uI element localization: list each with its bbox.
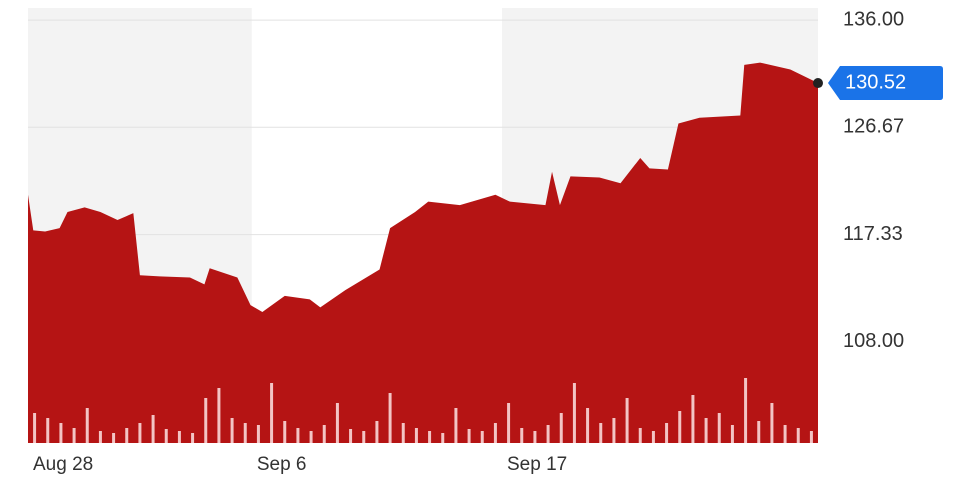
volume-bar: [322, 425, 326, 443]
volume-bar: [125, 428, 129, 443]
volume-bar: [770, 403, 774, 443]
volume-bar: [138, 423, 142, 443]
volume-bar: [230, 418, 234, 443]
volume-bar: [112, 433, 116, 443]
volume-bar: [85, 408, 89, 443]
volume-bar: [730, 425, 734, 443]
volume-bar: [651, 431, 655, 443]
volume-bar: [586, 408, 590, 443]
volume-bar: [243, 423, 247, 443]
volume-bar: [362, 431, 366, 443]
volume-bar: [704, 418, 708, 443]
volume-bar: [164, 429, 168, 443]
volume-bar: [493, 423, 497, 443]
volume-bar: [151, 415, 155, 443]
volume-bar: [283, 421, 287, 443]
volume-bar: [98, 431, 102, 443]
x-tick-label: Aug 28: [33, 454, 93, 475]
volume-bar: [177, 431, 181, 443]
volume-bar: [256, 425, 260, 443]
last-price-label: 130.52: [845, 71, 906, 93]
volume-bar: [296, 428, 300, 443]
y-tick-label: 136.00: [843, 8, 904, 30]
volume-bar: [507, 403, 511, 443]
volume-bar: [638, 428, 642, 443]
volume-bar: [33, 413, 37, 443]
volume-bar: [72, 428, 76, 443]
y-tick-label: 117.33: [843, 223, 903, 245]
volume-bar: [665, 423, 669, 443]
volume-bar: [309, 431, 313, 443]
volume-bar: [612, 418, 616, 443]
volume-bar: [480, 431, 484, 443]
volume-bar: [717, 413, 721, 443]
volume-bar: [191, 433, 195, 443]
volume-bar: [533, 431, 537, 443]
volume-bar: [441, 433, 445, 443]
volume-bar: [59, 423, 63, 443]
last-price-tag: [828, 66, 943, 101]
volume-bar: [783, 425, 787, 443]
y-tick-label: 126.67: [843, 116, 904, 138]
volume-bar: [691, 395, 695, 443]
volume-bar: [204, 398, 208, 443]
volume-bar: [546, 425, 550, 443]
x-tick-label: Sep 6: [257, 454, 307, 475]
volume-bar: [46, 418, 50, 443]
volume-bar: [520, 428, 524, 443]
volume-bar: [625, 398, 629, 443]
volume-bar: [467, 429, 471, 443]
volume-bar: [428, 431, 432, 443]
volume-bar: [678, 411, 682, 443]
x-tick-label: Sep 17: [507, 454, 567, 475]
y-tick-label: 108.00: [843, 330, 904, 352]
volume-bar: [809, 431, 813, 443]
volume-bar: [559, 413, 563, 443]
volume-bar: [454, 408, 458, 443]
volume-bar: [388, 393, 392, 443]
volume-bar: [375, 421, 379, 443]
volume-bar: [270, 383, 274, 443]
volume-bar: [744, 378, 748, 443]
volume-bar: [796, 428, 800, 443]
volume-bar: [401, 423, 405, 443]
volume-bar: [217, 388, 221, 443]
volume-bar: [414, 428, 418, 443]
price-area: [28, 62, 818, 444]
last-price-dot: [813, 78, 823, 89]
volume-bar: [599, 423, 603, 443]
volume-bar: [572, 383, 576, 443]
volume-bar: [757, 421, 761, 443]
volume-bar: [335, 403, 339, 443]
volume-bar: [349, 429, 353, 443]
